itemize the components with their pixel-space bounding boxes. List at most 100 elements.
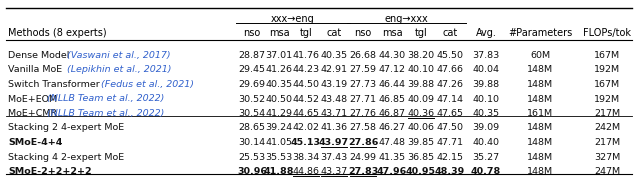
- Text: 46.27: 46.27: [378, 124, 406, 132]
- Text: 40.40: 40.40: [472, 138, 499, 147]
- Text: 41.29: 41.29: [266, 109, 292, 118]
- Text: 44.50: 44.50: [292, 80, 319, 89]
- Text: 26.68: 26.68: [349, 51, 376, 60]
- Text: (Lepikhin et al., 2021): (Lepikhin et al., 2021): [67, 66, 172, 74]
- Text: 44.23: 44.23: [292, 66, 319, 74]
- Text: 41.05: 41.05: [266, 138, 292, 147]
- Text: 28.65: 28.65: [239, 124, 266, 132]
- Text: 247M: 247M: [594, 167, 620, 176]
- Text: 47.48: 47.48: [378, 138, 406, 147]
- Text: 47.65: 47.65: [436, 109, 463, 118]
- Text: 27.86: 27.86: [348, 138, 378, 147]
- Text: 148M: 148M: [527, 94, 553, 104]
- Text: 43.48: 43.48: [321, 94, 348, 104]
- Text: 39.09: 39.09: [472, 124, 500, 132]
- Text: FLOPs/tok: FLOPs/tok: [583, 28, 631, 38]
- Text: 47.71: 47.71: [436, 138, 463, 147]
- Text: 40.35: 40.35: [472, 109, 500, 118]
- Text: 48.39: 48.39: [435, 167, 465, 176]
- Text: msa: msa: [381, 28, 403, 38]
- Text: Switch Transformer: Switch Transformer: [8, 80, 103, 89]
- Text: MoE+CMR: MoE+CMR: [8, 109, 60, 118]
- Text: 44.30: 44.30: [378, 51, 406, 60]
- Text: 148M: 148M: [527, 153, 553, 162]
- Text: 46.85: 46.85: [378, 94, 406, 104]
- Text: #Parameters: #Parameters: [508, 28, 572, 38]
- Text: 42.15: 42.15: [436, 153, 463, 162]
- Text: Stacking 2 4-expert MoE: Stacking 2 4-expert MoE: [8, 124, 124, 132]
- Text: eng→xxx: eng→xxx: [385, 14, 428, 24]
- Text: 27.58: 27.58: [349, 124, 376, 132]
- Text: 45.13: 45.13: [291, 138, 321, 147]
- Text: 148M: 148M: [527, 167, 553, 176]
- Text: 41.26: 41.26: [266, 66, 292, 74]
- Text: 60M: 60M: [530, 51, 550, 60]
- Text: 27.73: 27.73: [349, 80, 376, 89]
- Text: nso: nso: [243, 28, 260, 38]
- Text: 41.36: 41.36: [321, 124, 348, 132]
- Text: 167M: 167M: [594, 80, 620, 89]
- Text: 47.96: 47.96: [377, 167, 407, 176]
- Text: Dense Model: Dense Model: [8, 51, 72, 60]
- Text: 40.10: 40.10: [472, 94, 499, 104]
- Text: tgl: tgl: [300, 28, 312, 38]
- Text: 45.50: 45.50: [436, 51, 463, 60]
- Text: 41.88: 41.88: [264, 167, 294, 176]
- Text: cat: cat: [326, 28, 342, 38]
- Text: 40.06: 40.06: [408, 124, 435, 132]
- Text: 43.19: 43.19: [321, 80, 348, 89]
- Text: 43.37: 43.37: [321, 167, 348, 176]
- Text: 38.34: 38.34: [292, 153, 319, 162]
- Text: 29.69: 29.69: [239, 80, 266, 89]
- Text: 40.78: 40.78: [471, 167, 501, 176]
- Text: (Vaswani et al., 2017): (Vaswani et al., 2017): [67, 51, 170, 60]
- Text: (NLLB Team et al., 2022): (NLLB Team et al., 2022): [47, 109, 164, 118]
- Text: Methods (8 experts): Methods (8 experts): [8, 28, 107, 38]
- Text: 44.52: 44.52: [292, 94, 319, 104]
- Text: msa: msa: [269, 28, 289, 38]
- Text: 161M: 161M: [527, 109, 553, 118]
- Text: 46.44: 46.44: [378, 80, 406, 89]
- Text: 30.52: 30.52: [239, 94, 266, 104]
- Text: 39.88: 39.88: [472, 80, 500, 89]
- Text: (Fedus et al., 2021): (Fedus et al., 2021): [101, 80, 195, 89]
- Text: 30.14: 30.14: [239, 138, 266, 147]
- Text: 217M: 217M: [594, 138, 620, 147]
- Text: Vanilla MoE: Vanilla MoE: [8, 66, 65, 74]
- Text: 192M: 192M: [594, 66, 620, 74]
- Text: 24.99: 24.99: [349, 153, 376, 162]
- Text: MoE+EOM: MoE+EOM: [8, 94, 60, 104]
- Text: 44.65: 44.65: [292, 109, 319, 118]
- Text: 217M: 217M: [594, 109, 620, 118]
- Text: 27.59: 27.59: [349, 66, 376, 74]
- Text: 39.24: 39.24: [266, 124, 292, 132]
- Text: SMoE-2+2+2+2: SMoE-2+2+2+2: [8, 167, 92, 176]
- Text: 242M: 242M: [594, 124, 620, 132]
- Text: 36.85: 36.85: [408, 153, 435, 162]
- Text: 43.71: 43.71: [321, 109, 348, 118]
- Text: tgl: tgl: [415, 28, 428, 38]
- Text: 148M: 148M: [527, 66, 553, 74]
- Text: 47.50: 47.50: [436, 124, 463, 132]
- Text: 47.12: 47.12: [378, 66, 406, 74]
- Text: Avg.: Avg.: [476, 28, 497, 38]
- Text: 41.76: 41.76: [292, 51, 319, 60]
- Text: SMoE-4+4: SMoE-4+4: [8, 138, 62, 147]
- Text: 39.85: 39.85: [408, 138, 435, 147]
- Text: 148M: 148M: [527, 138, 553, 147]
- Text: 40.35: 40.35: [321, 51, 348, 60]
- Text: 30.54: 30.54: [239, 109, 266, 118]
- Text: 42.91: 42.91: [321, 66, 348, 74]
- Text: 192M: 192M: [594, 94, 620, 104]
- Text: cat: cat: [442, 28, 458, 38]
- Text: 27.71: 27.71: [349, 94, 376, 104]
- Text: 47.14: 47.14: [436, 94, 463, 104]
- Text: 40.09: 40.09: [408, 94, 435, 104]
- Text: 148M: 148M: [527, 80, 553, 89]
- Text: xxx→eng: xxx→eng: [271, 14, 315, 24]
- Text: 35.53: 35.53: [266, 153, 292, 162]
- Text: 47.26: 47.26: [436, 80, 463, 89]
- Text: 39.88: 39.88: [408, 80, 435, 89]
- Text: 148M: 148M: [527, 124, 553, 132]
- Text: Stacking 4 2-expert MoE: Stacking 4 2-expert MoE: [8, 153, 124, 162]
